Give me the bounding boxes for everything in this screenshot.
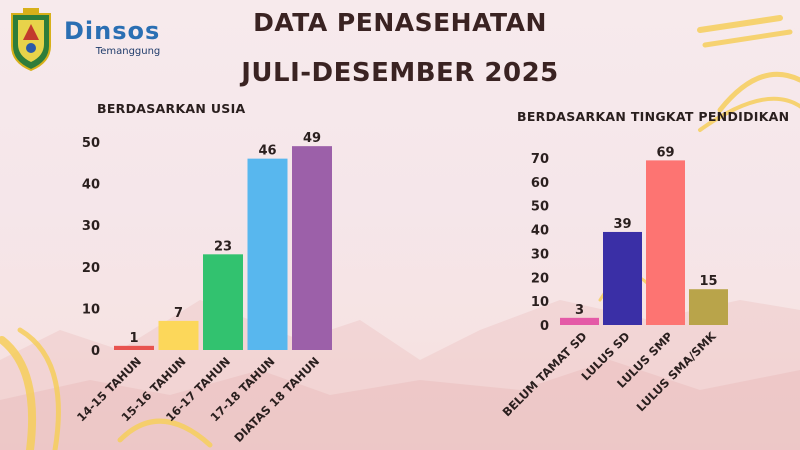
y-tick-label: 0 xyxy=(91,344,100,359)
y-tick-label: 0 xyxy=(540,319,549,334)
x-tick-label: BELUM TAMAT SD xyxy=(500,329,590,419)
y-tick-label: 10 xyxy=(531,295,549,310)
mountain-shape xyxy=(0,300,800,450)
y-tick-label: 30 xyxy=(531,247,549,262)
bar xyxy=(114,345,154,350)
page-title-line2: JULI-DESEMBER 2025 xyxy=(241,58,559,88)
bar xyxy=(603,231,642,325)
y-tick-label: 50 xyxy=(531,200,549,215)
data-label: 39 xyxy=(613,217,631,232)
x-tick-label: LULUS SMA/SMK xyxy=(634,328,720,414)
chart1-title: BERDASARKAN USIA xyxy=(97,101,246,116)
y-tick-label: 20 xyxy=(82,261,100,276)
y-tick-label: 60 xyxy=(531,176,549,191)
page-title-line1: DATA PENASEHATAN xyxy=(253,8,547,37)
bar xyxy=(158,320,199,350)
y-tick-label: 30 xyxy=(82,219,100,234)
data-label: 3 xyxy=(575,303,584,318)
data-label: 49 xyxy=(303,131,321,146)
y-tick-label: 20 xyxy=(531,271,549,286)
brand-block: Dinsos Temanggung xyxy=(64,18,160,57)
bar xyxy=(247,158,288,350)
y-tick-label: 10 xyxy=(82,302,100,317)
bar xyxy=(203,254,243,350)
data-label: 69 xyxy=(656,145,674,160)
y-tick-label: 40 xyxy=(531,224,549,239)
y-tick-label: 70 xyxy=(531,152,549,167)
brand-name: Dinsos xyxy=(64,17,161,45)
y-tick-label: 40 xyxy=(82,178,100,193)
temanggung-emblem-icon xyxy=(11,8,51,72)
data-label: 23 xyxy=(214,239,232,254)
bar xyxy=(646,160,685,325)
data-label: 46 xyxy=(258,144,276,159)
brand-subtitle: Temanggung xyxy=(95,46,161,57)
data-label: 1 xyxy=(129,331,138,346)
bar xyxy=(292,146,332,350)
mountain-shape xyxy=(0,360,800,450)
bar xyxy=(560,317,599,325)
bar xyxy=(689,289,728,325)
data-label: 15 xyxy=(699,274,717,289)
y-tick-label: 50 xyxy=(82,136,100,151)
chart2-title: BERDASARKAN TINGKAT PENDIDIKAN xyxy=(517,109,790,124)
data-label: 7 xyxy=(174,306,183,321)
